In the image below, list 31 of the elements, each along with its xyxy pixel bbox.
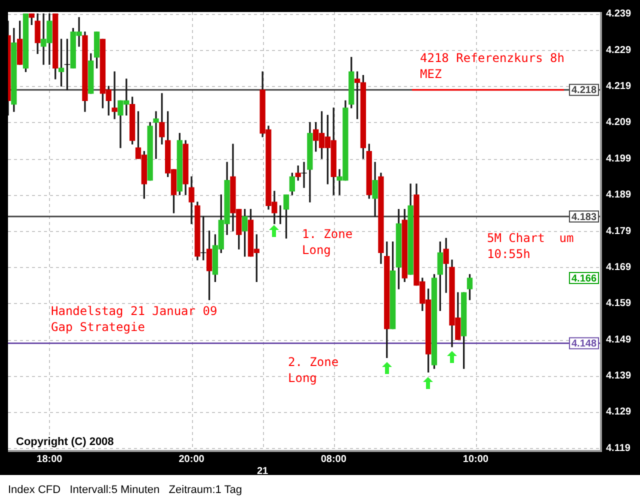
x-tick-label: 20:00 <box>178 454 205 465</box>
y-tick-label: 4.189 <box>606 190 632 201</box>
candlestick <box>153 111 159 159</box>
x-tick-label: 18:00 <box>36 454 63 465</box>
text: Index CFD Intervall:5 Minuten Zeitraum:1 Tag <box>8 484 242 496</box>
annotation: 4.166 <box>571 273 597 284</box>
y-tick-label: 4.119 <box>606 442 631 454</box>
y-tick-label: 4.169 <box>606 262 632 273</box>
x-tick-label: 10:00 <box>462 454 489 465</box>
candlestick <box>112 71 118 120</box>
x-tick-label: 08:00 <box>320 454 347 465</box>
y-tick-label: 4.209 <box>606 117 632 128</box>
annotation: 4218 Referenzkurs 8h MEZ <box>420 50 564 81</box>
ref-line-label: 4.148 <box>571 338 597 350</box>
y-tick-label: 4.139 <box>606 370 632 382</box>
y-tick-label: 4.229 <box>606 44 632 56</box>
annotation: Handelstag 21 Januar 09 Gap Strategie <box>51 304 218 334</box>
annotation: Copyright (C) 2008 <box>16 436 114 448</box>
annotation: 1. Zone Long <box>302 227 353 258</box>
ref-line-label: 4.183 <box>571 212 597 223</box>
y-tick-label: 4.219 <box>606 80 632 92</box>
y-tick-label: 4.129 <box>606 406 632 418</box>
ref-line-label: 4.218 <box>571 85 597 96</box>
y-tick-label: 4.179 <box>606 226 632 237</box>
y-tick-label: 4.199 <box>606 153 632 164</box>
x-tick-label: 21 <box>256 466 269 477</box>
annotation: 2. Zone Long <box>288 355 339 386</box>
y-tick-label: 4.239 <box>606 8 632 20</box>
annotation: 5M Chart um 10:55h <box>487 231 574 262</box>
y-tick-label: 4.159 <box>606 298 632 310</box>
y-tick-label: 4.149 <box>606 334 632 346</box>
